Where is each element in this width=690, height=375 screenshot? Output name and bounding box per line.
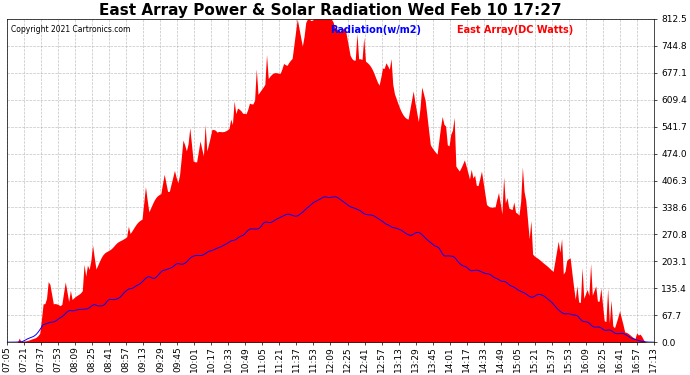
- Title: East Array Power & Solar Radiation Wed Feb 10 17:27: East Array Power & Solar Radiation Wed F…: [99, 3, 562, 18]
- Text: East Array(DC Watts): East Array(DC Watts): [457, 26, 573, 35]
- Text: Copyright 2021 Cartronics.com: Copyright 2021 Cartronics.com: [10, 26, 130, 34]
- Text: Radiation(w/m2): Radiation(w/m2): [331, 26, 422, 35]
